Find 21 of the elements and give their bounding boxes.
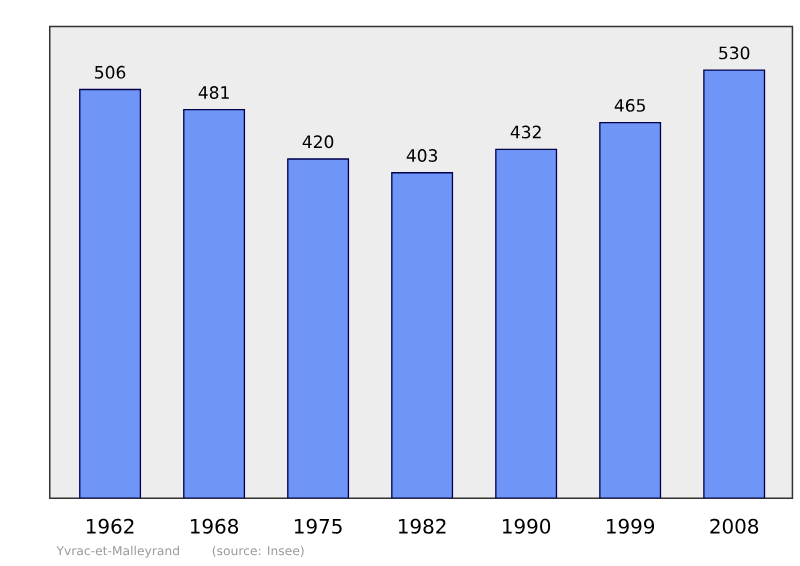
data-label: 432 (510, 125, 541, 139)
data-label: 530 (719, 46, 750, 60)
x-tick-label: 2008 (710, 518, 759, 534)
bar (79, 88, 142, 499)
bar (495, 148, 558, 499)
bar (183, 108, 246, 499)
x-tick-label: 1990 (503, 518, 551, 534)
x-tick-label: 1962 (86, 518, 134, 534)
bar (287, 158, 350, 499)
bar (599, 121, 662, 499)
data-label: 481 (198, 85, 229, 99)
data-label: 403 (406, 148, 438, 162)
x-tick-label: 1999 (607, 518, 655, 534)
bar (391, 171, 454, 499)
x-tick-label: 1982 (398, 518, 446, 534)
x-tick-label: 1975 (294, 518, 342, 534)
bar (703, 69, 766, 499)
x-tick-label: 1968 (190, 518, 239, 534)
data-label: 420 (302, 135, 334, 148)
data-label: 506 (95, 65, 126, 79)
data-label: 465 (614, 98, 645, 112)
